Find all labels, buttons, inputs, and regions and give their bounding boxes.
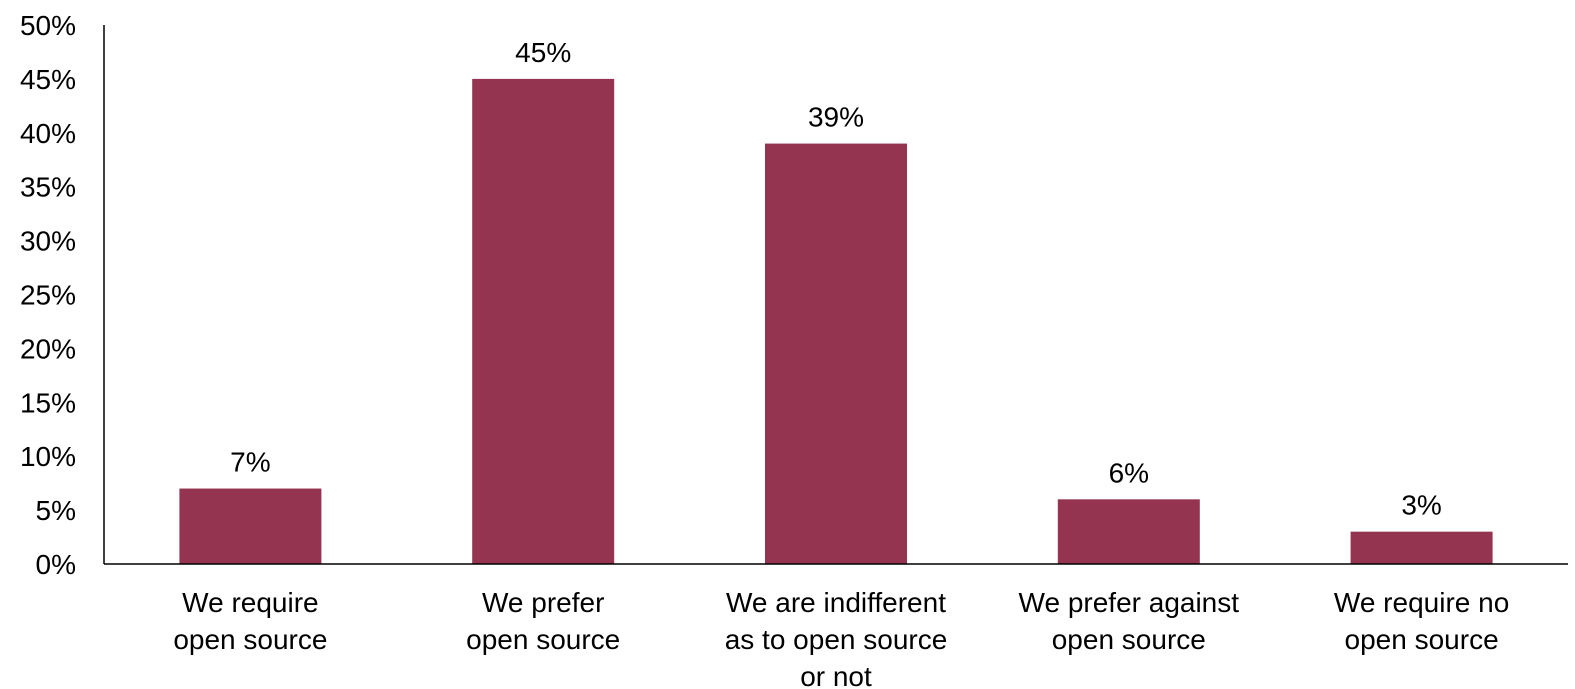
y-tick-label: 35% xyxy=(20,172,76,203)
bar xyxy=(1057,499,1200,564)
category-label-line: We are indifferent xyxy=(726,587,946,618)
y-tick-label: 45% xyxy=(20,64,76,95)
bar xyxy=(472,78,615,565)
y-tick-label: 50% xyxy=(20,10,76,41)
bar xyxy=(765,143,907,564)
y-axis: 0% 5% 10% 15% 20% 25% 30% 35% 40% 45% 50% xyxy=(20,10,105,580)
data-label: 45% xyxy=(515,37,571,68)
bars: 7% 45% 39% 6% 3% xyxy=(179,37,1493,565)
y-tick-label: 20% xyxy=(20,333,76,364)
data-label: 6% xyxy=(1109,457,1149,488)
bar xyxy=(179,488,322,564)
category-label-line: or not xyxy=(800,661,872,689)
category-label-line: as to open source xyxy=(725,624,948,655)
category-label: We require no open source xyxy=(1334,587,1509,655)
y-tick-label: 25% xyxy=(20,280,76,311)
y-tick-label: 40% xyxy=(20,118,76,149)
category-label-line: open source xyxy=(466,624,620,655)
category-label-line: We require xyxy=(182,587,318,618)
data-label: 3% xyxy=(1401,490,1441,521)
category-label-line: We require no xyxy=(1334,587,1509,618)
category-label-line: We prefer xyxy=(482,587,604,618)
category-label: We are indifferent as to open source or no… xyxy=(725,587,948,689)
y-tick-label: 30% xyxy=(20,226,76,257)
category-label-line: open source xyxy=(173,624,327,655)
data-label: 39% xyxy=(808,102,864,133)
y-tick-label: 5% xyxy=(36,495,76,526)
bar xyxy=(1350,531,1493,564)
y-tick-label: 10% xyxy=(20,441,76,472)
category-label-line: We prefer against xyxy=(1019,587,1240,618)
x-axis: We require open source We prefer open sourc… xyxy=(104,563,1568,689)
category-label: We require open source xyxy=(173,587,327,655)
category-label: We prefer against open source xyxy=(1019,587,1240,655)
category-label-line: open source xyxy=(1345,624,1499,655)
category-label-line: open source xyxy=(1052,624,1206,655)
data-label: 7% xyxy=(230,447,270,478)
y-tick-label: 0% xyxy=(36,549,76,580)
y-tick-label: 15% xyxy=(20,387,76,418)
category-label: We prefer open source xyxy=(466,587,620,655)
